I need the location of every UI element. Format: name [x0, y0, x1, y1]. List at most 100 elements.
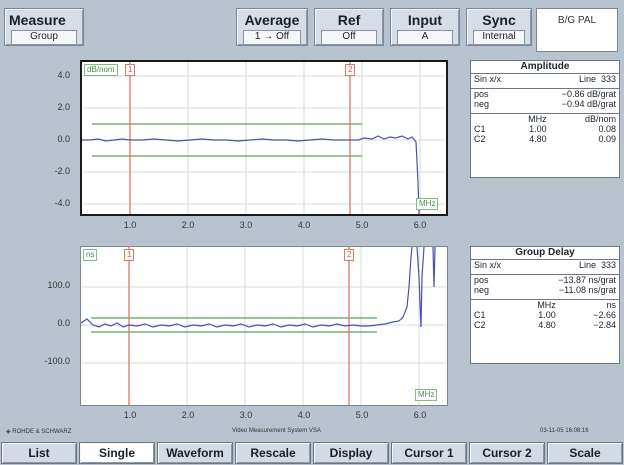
c2-value: 0.09: [598, 134, 616, 144]
group-delay-y-tick: -100.0: [44, 356, 70, 366]
sync-title: Sync: [482, 12, 516, 28]
group-delay-x-tick: 4.0: [297, 410, 311, 420]
softkey-waveform[interactable]: Waveform: [157, 442, 233, 464]
softkey-display[interactable]: Display: [313, 442, 389, 464]
tv-standard-display: B/G PAL: [536, 8, 618, 52]
mode-label: Sin x/x: [474, 74, 502, 84]
amplitude-unit-label: dB/nom: [84, 64, 118, 76]
pos-value: −13.87 ns/grat: [558, 275, 616, 285]
ref-value: Off: [321, 30, 377, 45]
c2-mhz: 4.80: [538, 320, 556, 330]
amplitude-x-tick: 6.0: [413, 220, 427, 230]
group-delay-x-tick: 1.0: [123, 410, 137, 420]
group-delay-x-unit-label: MHz: [415, 389, 438, 401]
neg-label: neg: [474, 99, 490, 109]
softkey-list[interactable]: List: [1, 442, 77, 464]
input-title: Input: [407, 12, 443, 28]
softkey-scale[interactable]: Scale: [547, 442, 623, 464]
amplitude-cursor-table: MHz dB/nom C1 1.00 0.08 C2 4.80 0.09: [471, 114, 619, 144]
mode-label: Sin x/x: [474, 260, 502, 270]
input-value: A: [397, 30, 453, 45]
neg-value: −0.94 dB/grat: [561, 99, 616, 109]
group-delay-mode-row: Sin x/x Line 333: [471, 259, 619, 270]
c2-mhz: 4.80: [529, 134, 547, 144]
group-delay-trace: [81, 247, 413, 328]
c1-value: −2.66: [593, 310, 616, 320]
amplitude-plot: dB/nom 1 2 MHz: [80, 60, 448, 216]
amplitude-y-tick: -4.0: [54, 198, 70, 208]
group-delay-y-tick: 0.0: [57, 318, 70, 328]
softkey-single[interactable]: Single: [79, 442, 155, 464]
sync-button[interactable]: Sync Internal: [466, 8, 532, 46]
neg-value: −11.08 ns/grat: [558, 285, 616, 295]
neg-label: neg: [474, 285, 490, 295]
ref-title: Ref: [337, 12, 361, 28]
c1-mhz: 1.00: [538, 310, 556, 320]
group-delay-plot: ns 1 2 MHz: [80, 246, 448, 406]
col-mhz: MHz: [537, 300, 556, 310]
amplitude-x-tick: 2.0: [181, 220, 195, 230]
group-delay-x-tick: 2.0: [181, 410, 195, 420]
group-delay-unit-label: ns: [83, 249, 98, 261]
softkey-bar: List Single Waveform Rescale Display Cur…: [0, 441, 624, 465]
cursor-2-marker[interactable]: 2: [344, 249, 355, 261]
group-delay-x-tick: 3.0: [239, 410, 253, 420]
cursor-1-marker[interactable]: 1: [125, 64, 136, 76]
line-label: Line: [578, 74, 596, 84]
amplitude-y-tick: 4.0: [57, 70, 70, 80]
col-unit: ns: [606, 300, 616, 310]
system-label: Video Measurement System VSA: [232, 428, 321, 434]
cursor-1-marker[interactable]: 1: [124, 249, 135, 261]
brand-label: ◈ ROHDE & SCHWARZ: [6, 428, 71, 435]
c1-label: C1: [474, 124, 486, 134]
amplitude-info-panel: Amplitude Sin x/x Line 333 pos −0.86 dB/…: [470, 60, 620, 178]
amplitude-y-tick: 0.0: [57, 134, 70, 144]
group-delay-info-title: Group Delay: [515, 247, 575, 258]
amplitude-x-unit-label: MHz: [416, 198, 439, 210]
timestamp-label: 03-11-05 16:08:16: [540, 428, 589, 434]
line-value: 333: [600, 74, 616, 84]
c2-label: C2: [474, 134, 486, 144]
brand-text: ROHDE & SCHWARZ: [12, 429, 72, 435]
group-delay-cursor-table: MHz ns C1 1.00 −2.66 C2 4.80 −2.84: [471, 300, 619, 330]
amplitude-x-tick: 5.0: [355, 220, 369, 230]
group-delay-trace: [416, 247, 425, 328]
softkey-cursor-1[interactable]: Cursor 1: [391, 442, 467, 464]
group-delay-neg-row: neg −11.08 ns/grat: [471, 285, 619, 295]
ref-button[interactable]: Ref Off: [314, 8, 384, 46]
col-unit: dB/nom: [584, 114, 616, 124]
amplitude-info-title: Amplitude: [520, 61, 570, 72]
cursor-2-marker[interactable]: 2: [345, 64, 356, 76]
line-label: Line: [578, 260, 596, 270]
c1-value: 0.08: [598, 124, 616, 134]
sync-value: Internal: [473, 30, 525, 45]
group-delay-y-tick: 100.0: [47, 280, 70, 290]
group-delay-plot-canvas: [81, 247, 447, 405]
line-readout: Line 333: [579, 260, 616, 270]
amplitude-neg-row: neg −0.94 dB/grat: [471, 99, 619, 109]
line-readout: Line 333: [579, 74, 616, 84]
c2-value: −2.84: [593, 320, 616, 330]
average-button[interactable]: Average 1 → Off: [236, 8, 308, 46]
group-delay-pos-row: pos −13.87 ns/grat: [471, 275, 619, 285]
amplitude-mode-row: Sin x/x Line 333: [471, 73, 619, 84]
softkey-cursor-2[interactable]: Cursor 2: [469, 442, 545, 464]
amplitude-x-tick: 3.0: [239, 220, 253, 230]
amplitude-pos-row: pos −0.86 dB/grat: [471, 89, 619, 99]
measure-value: Group: [11, 30, 77, 45]
input-button[interactable]: Input A: [390, 8, 460, 46]
group-delay-info-panel: Group Delay Sin x/x Line 333 pos −13.87 …: [470, 246, 620, 364]
measure-title: Measure: [9, 12, 66, 28]
c1-label: C1: [474, 310, 486, 320]
average-value: 1 → Off: [243, 30, 301, 45]
amplitude-y-tick: -2.0: [54, 166, 70, 176]
group-delay-x-tick: 5.0: [355, 410, 369, 420]
col-mhz: MHz: [528, 114, 547, 124]
c1-mhz: 1.00: [529, 124, 547, 134]
measure-button[interactable]: Measure Group: [4, 8, 84, 46]
pos-label: pos: [474, 275, 489, 285]
pos-value: −0.86 dB/grat: [561, 89, 616, 99]
softkey-rescale[interactable]: Rescale: [235, 442, 311, 464]
average-title: Average: [244, 12, 300, 28]
amplitude-y-tick: 2.0: [57, 102, 70, 112]
